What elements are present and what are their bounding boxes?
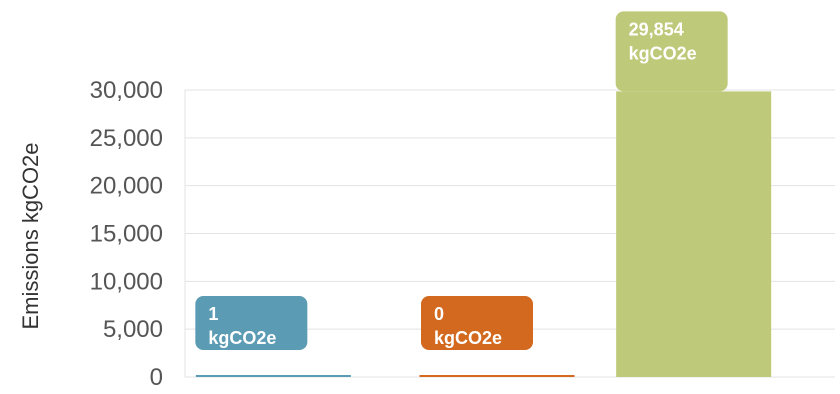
data-labels: 1 kgCO2e 0 kgCO2e 29,854 kgCO2e [195,11,728,350]
data-label-bubble [195,296,308,350]
y-tick-label: 15,000 [90,221,163,248]
data-label-unit: kgCO2e [208,328,276,348]
bar [195,375,351,377]
data-label-value: 29,854 [629,19,684,39]
y-axis-ticks: 0 5,000 10,000 15,000 20,000 25,000 30,000 [90,77,163,391]
y-tick-label: 25,000 [90,125,163,152]
y-tick-label: 30,000 [90,77,163,104]
y-tick-label: 5,000 [103,316,163,343]
data-label-bubble [421,296,533,350]
y-tick-label: 0 [150,364,163,389]
y-tick-label: 20,000 [90,173,163,200]
y-axis-title: Emissions kgCO2e [18,142,43,329]
data-label-value: 1 [208,304,218,324]
data-label-unit: kgCO2e [434,328,502,348]
bar [419,375,575,377]
data-label-unit: kgCO2e [629,43,697,63]
bars [195,91,772,378]
bar [616,91,772,378]
data-label-value: 0 [434,304,444,324]
data-label-bubble [615,11,728,92]
y-tick-label: 10,000 [90,268,163,295]
